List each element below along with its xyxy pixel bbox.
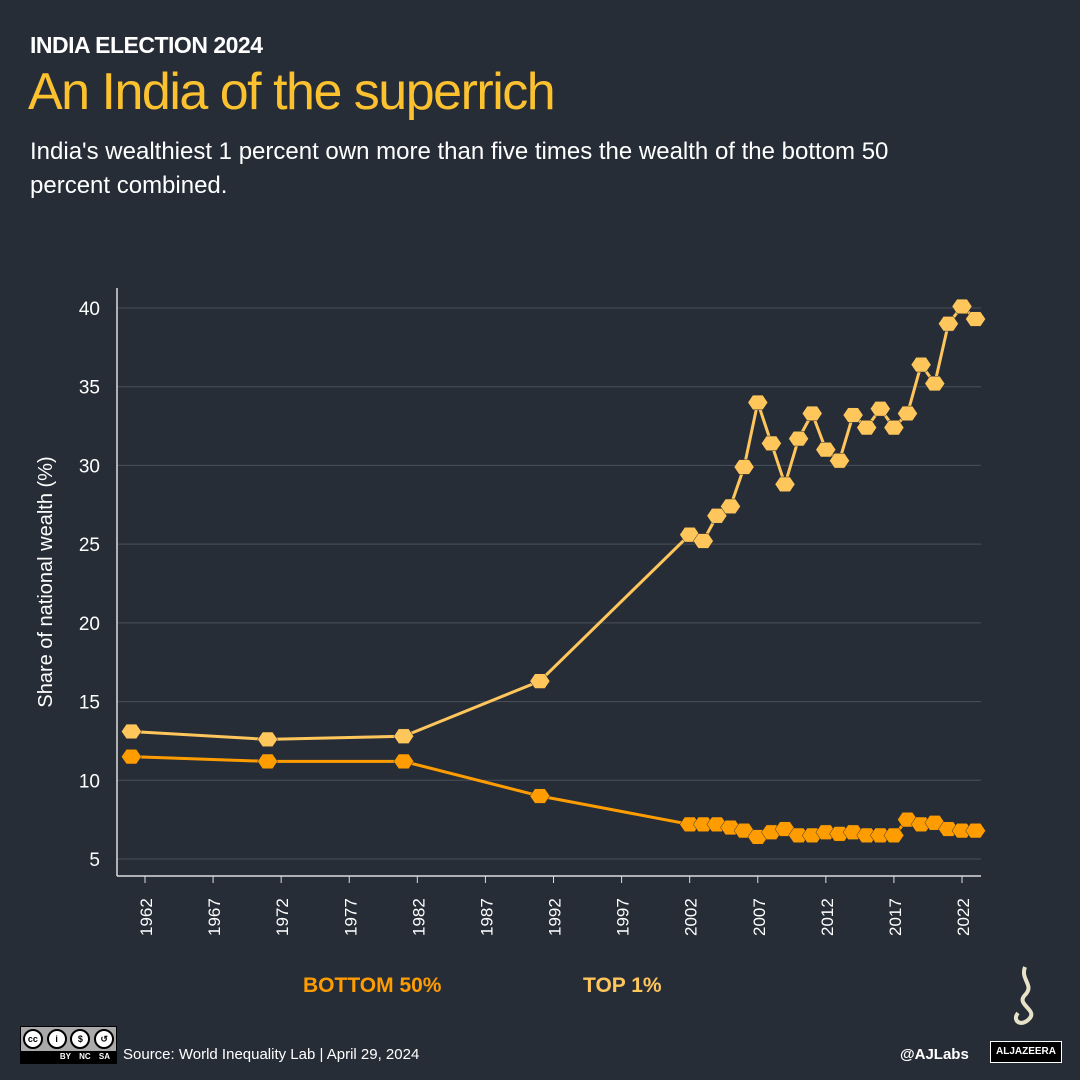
data-point bbox=[529, 673, 551, 689]
x-tick-label: 1977 bbox=[341, 898, 360, 936]
data-point bbox=[910, 357, 932, 373]
data-point bbox=[121, 749, 142, 765]
data-point bbox=[257, 731, 278, 747]
legend-top-1: TOP 1% bbox=[583, 974, 662, 997]
data-point bbox=[965, 311, 986, 327]
y-tick-label: 10 bbox=[79, 771, 100, 792]
license-text: BY NC SA bbox=[21, 1051, 116, 1063]
data-point bbox=[951, 823, 973, 839]
data-point bbox=[529, 788, 551, 804]
data-point bbox=[924, 375, 946, 392]
data-point bbox=[692, 533, 714, 549]
data-point bbox=[815, 442, 837, 458]
data-point bbox=[121, 723, 142, 740]
data-point bbox=[257, 753, 278, 770]
y-axis-label: Share of national wealth (%) bbox=[35, 456, 57, 707]
kicker: INDIA ELECTION 2024 bbox=[30, 32, 263, 58]
data-point bbox=[761, 435, 782, 451]
data-point bbox=[747, 394, 769, 411]
data-point bbox=[788, 431, 809, 447]
data-point bbox=[692, 816, 714, 832]
y-tick-label: 15 bbox=[79, 693, 100, 714]
data-point bbox=[965, 823, 986, 839]
creative-commons-icon: cc i $ ↺ bbox=[21, 1027, 116, 1051]
y-tick-label: 20 bbox=[79, 614, 100, 635]
x-tick-label: 2002 bbox=[682, 898, 701, 936]
x-tick-label: 2017 bbox=[886, 898, 905, 936]
y-tick-label: 25 bbox=[79, 535, 100, 556]
data-point bbox=[951, 298, 973, 315]
data-point bbox=[393, 753, 415, 770]
legend-bottom-50: BOTTOM 50% bbox=[303, 974, 442, 997]
data-point bbox=[774, 476, 796, 492]
x-tick-label: 1987 bbox=[477, 898, 496, 936]
y-tick-label: 5 bbox=[89, 850, 100, 871]
x-tick-label: 1962 bbox=[137, 898, 156, 936]
data-point bbox=[679, 816, 701, 832]
data-point bbox=[801, 405, 823, 422]
data-point bbox=[869, 401, 891, 417]
data-point bbox=[733, 459, 755, 475]
x-tick-label: 1967 bbox=[205, 898, 224, 936]
creative-commons-badge: cc i $ ↺ BY NC SA bbox=[20, 1026, 117, 1064]
x-tick-label: 1972 bbox=[273, 898, 292, 936]
x-tick-label: 1982 bbox=[409, 898, 428, 936]
x-tick-label: 2007 bbox=[750, 898, 769, 936]
data-point bbox=[856, 420, 878, 436]
source-text: Source: World Inequality Lab | April 29,… bbox=[123, 1046, 420, 1063]
x-tick-label: 1992 bbox=[546, 898, 565, 936]
data-point bbox=[788, 827, 809, 843]
series-line-top-1 bbox=[131, 304, 977, 741]
y-tick-label: 40 bbox=[79, 299, 100, 320]
page-title: An India of the superrich bbox=[28, 63, 556, 121]
data-point bbox=[720, 498, 741, 514]
data-point bbox=[897, 405, 918, 422]
data-point bbox=[869, 827, 891, 843]
x-tick-label: 2022 bbox=[954, 898, 973, 936]
data-point bbox=[883, 420, 905, 436]
y-tick-label: 30 bbox=[79, 456, 100, 477]
data-point bbox=[829, 453, 850, 469]
data-point bbox=[938, 316, 959, 332]
aljazeera-logo-icon bbox=[1013, 966, 1034, 1025]
x-tick-label: 2012 bbox=[818, 898, 837, 936]
y-tick-label: 35 bbox=[79, 378, 100, 399]
data-point bbox=[883, 827, 905, 843]
handle-text: @AJLabs bbox=[900, 1046, 969, 1063]
data-point bbox=[856, 827, 878, 843]
data-point bbox=[842, 407, 864, 423]
subtitle: India's wealthiest 1 percent own more th… bbox=[30, 138, 889, 199]
x-tick-label: 1997 bbox=[614, 898, 633, 936]
aljazeera-wordmark: ALJAZEERA bbox=[990, 1041, 1062, 1063]
data-point bbox=[393, 728, 415, 744]
